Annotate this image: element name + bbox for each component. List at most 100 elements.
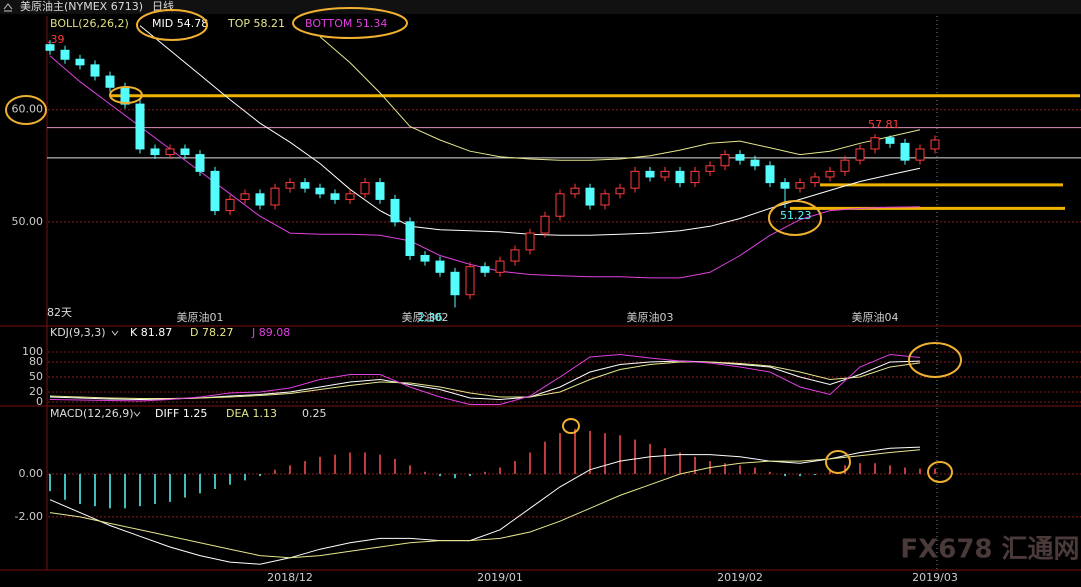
candle-body	[780, 182, 790, 189]
legend-name: J	[251, 326, 255, 339]
legend-name: BOTTOM	[305, 17, 352, 30]
candle-body	[255, 193, 265, 206]
candle-body	[840, 159, 850, 172]
candle-body	[345, 193, 355, 200]
candle-body	[750, 159, 760, 167]
legend-value: 81.87	[141, 326, 173, 339]
candle-body	[330, 193, 340, 200]
legend-title: KDJ(9,3,3)	[50, 326, 106, 339]
candle-body	[735, 154, 745, 161]
candle-body	[585, 187, 595, 206]
legend-name: DIFF	[155, 407, 179, 420]
symbol: 美原油主(NYMEX 6713)	[20, 0, 143, 13]
candle-body	[210, 170, 220, 212]
indicator-line	[49, 449, 921, 559]
candle-body	[930, 139, 940, 150]
circle	[908, 342, 962, 378]
annotation: 82天	[47, 306, 72, 319]
candle-body	[900, 142, 910, 161]
legend-entry: BOTTOM 51.34	[305, 17, 387, 30]
legend-name: K	[130, 326, 138, 339]
circle	[5, 95, 47, 125]
legend-entry: MID 54.78	[152, 17, 208, 30]
candle-body	[915, 148, 925, 161]
annotation: 2.36	[418, 311, 443, 324]
candle-body	[270, 187, 280, 206]
candle-body	[135, 103, 145, 150]
legend-value: 1.25	[183, 407, 208, 420]
legend-entry: TOP 58.21	[227, 17, 285, 30]
candle-body	[810, 176, 820, 184]
contract-label: 美原油02	[402, 310, 449, 324]
legend-value: 1.13	[252, 407, 277, 420]
indicator-line	[49, 353, 921, 405]
circle	[768, 200, 822, 236]
candle-body	[390, 198, 400, 223]
candle-body	[510, 249, 520, 262]
y-tick-label: -2.00	[15, 510, 43, 523]
circle	[292, 7, 408, 39]
legend-value: 51.34	[356, 17, 388, 30]
candle-body	[795, 182, 805, 189]
candle-body	[180, 148, 190, 156]
legend-entry: J 89.08	[251, 326, 290, 339]
annotation-circles	[5, 7, 962, 483]
x-tick-label: 2018/12	[267, 571, 313, 584]
candle-body	[150, 148, 160, 156]
candle-body	[675, 170, 685, 184]
candle-body	[105, 75, 115, 88]
candle-body	[555, 193, 565, 217]
y-tick-label: 60.00	[12, 103, 44, 116]
candle-body	[90, 64, 100, 77]
circle	[562, 418, 580, 434]
legend-value: 78.27	[202, 326, 234, 339]
candle-body	[360, 182, 370, 195]
candle-body	[705, 165, 715, 172]
candle-body	[540, 215, 550, 234]
x-tick-label: 2019/03	[912, 571, 958, 584]
legend-title: MACD(12,26,9)	[50, 407, 134, 420]
candle-body	[315, 187, 325, 195]
candle-body	[225, 198, 235, 212]
candle-body	[885, 137, 895, 144]
contract-label: 美原油03	[627, 310, 674, 324]
indicator-line	[319, 36, 921, 161]
y-tick-label: 50.00	[12, 215, 44, 228]
dropdown-icon	[111, 330, 119, 336]
x-tick-label: 2019/01	[477, 571, 523, 584]
candle-body	[870, 137, 880, 150]
candle-body	[420, 254, 430, 262]
legend-title: BOLL(26,26,2)	[50, 17, 129, 30]
candle-body	[75, 58, 85, 66]
candle-body	[285, 182, 295, 189]
y-tick-label: 50	[29, 370, 43, 383]
candle-body	[405, 221, 415, 256]
candle-body	[570, 187, 580, 195]
dropdown-icon	[133, 411, 141, 417]
legend-name: TOP	[227, 17, 250, 30]
watermark: FX678 汇通网	[900, 535, 1079, 565]
candle-body	[660, 170, 670, 178]
y-tick-label: 20	[29, 385, 43, 398]
candle-body	[495, 260, 505, 273]
circle	[136, 9, 208, 41]
candle-body	[615, 187, 625, 195]
x-tick-label: 2019/02	[717, 571, 763, 584]
legend-name: DEA	[226, 407, 249, 420]
candle-body	[60, 49, 70, 60]
circle	[825, 450, 851, 474]
candle-body	[480, 266, 490, 273]
candle-body	[525, 232, 535, 251]
candle-body	[165, 148, 175, 156]
candle-body	[600, 193, 610, 206]
legend-name: MID	[152, 17, 173, 30]
candle-body	[855, 148, 865, 161]
top-bar	[0, 0, 1081, 14]
menu-icon[interactable]	[3, 3, 13, 12]
legend-entry: DIFF 1.25	[155, 407, 207, 420]
legend-value: 58.21	[254, 17, 286, 30]
legend-value: 54.78	[177, 17, 209, 30]
y-tick-label: 100	[22, 345, 43, 358]
candle-body	[435, 260, 445, 273]
